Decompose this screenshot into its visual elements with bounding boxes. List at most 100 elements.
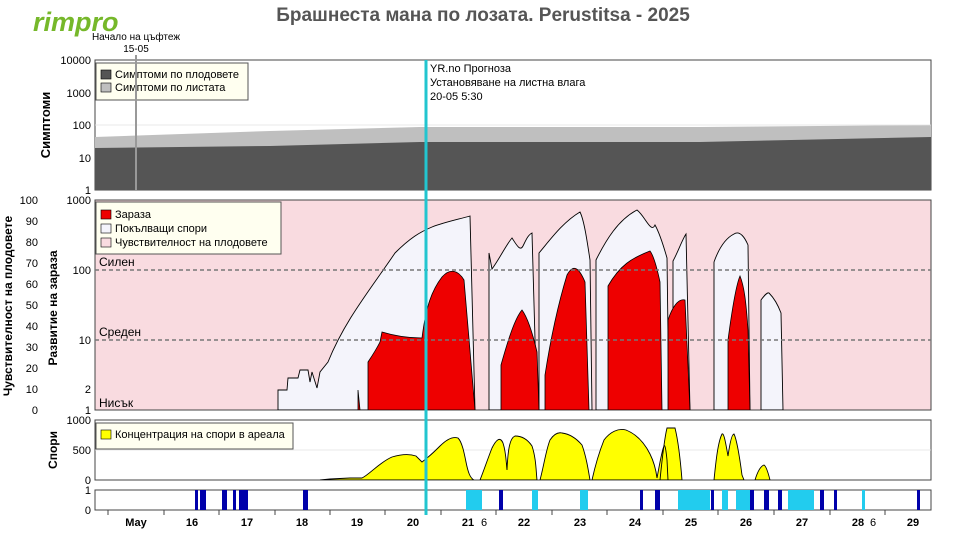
- x-tick-23: 23: [574, 517, 586, 529]
- inf-tick-2: 2: [85, 384, 91, 396]
- spores-ylabel: Спори: [46, 431, 60, 469]
- legend-swatch-spores: [100, 429, 112, 440]
- wet-bar-forecast: [788, 490, 814, 510]
- wet-bar-forecast: [678, 490, 710, 510]
- wet-tick-1: 1: [85, 485, 91, 497]
- legend-swatch-fruit-symptoms: [100, 69, 112, 80]
- inf-tick-100: 100: [73, 265, 91, 277]
- pct-tick-0: 0: [32, 405, 38, 417]
- x-tick-21: 21: [462, 517, 474, 529]
- leaf-wetness-bars: [195, 490, 920, 510]
- wet-bar: [233, 490, 236, 510]
- chart-title: Брашнеста мана по лозата. Perustitsa - 2…: [276, 5, 690, 26]
- bloom-label-line1: Начало на цъфтеж: [92, 31, 180, 43]
- legend-leaf-symptoms: Симптоми по листата: [115, 82, 226, 94]
- wet-bar: [222, 490, 227, 510]
- x-tick-17: 17: [241, 517, 253, 529]
- legend-swatch-sensitivity: [100, 237, 112, 248]
- x-tick-25: 25: [685, 517, 697, 529]
- wet-bar: [917, 490, 920, 510]
- inf-tick-1: 1: [85, 405, 91, 417]
- spore-concentration-area: [319, 427, 771, 480]
- pct-tick-60: 60: [26, 279, 38, 291]
- spores-legend: Концентрация на спори в ареала: [95, 422, 294, 450]
- x-tick-28-6h: 6: [870, 517, 876, 529]
- legend-germinating: Покълващи спори: [115, 223, 207, 235]
- legend-spores: Концентрация на спори в ареала: [115, 429, 286, 441]
- x-tick-28: 28: [852, 517, 864, 529]
- x-axis: May 16 17 18 19 20 21 6 22 23 24 25 26 2…: [125, 517, 919, 529]
- x-tick-month: May: [125, 517, 147, 529]
- spo-tick-0: 0: [85, 475, 91, 487]
- infection-area: [357, 250, 751, 410]
- bloom-label-line2: 15-05: [123, 44, 149, 55]
- sensitivity-ylabel: Чувствителност на плодовете: [1, 216, 15, 397]
- legend-swatch-leaf-symptoms: [100, 82, 112, 93]
- wet-bar-forecast: [722, 490, 728, 510]
- x-tick-29: 29: [907, 517, 919, 529]
- x-tick-27: 27: [796, 517, 808, 529]
- pct-tick-20: 20: [26, 363, 38, 375]
- sym-tick-10: 10: [79, 153, 91, 165]
- infection-log-axis: 1000 100 10 2 1: [67, 195, 91, 417]
- wet-bar: [834, 490, 837, 510]
- inf-tick-1000: 1000: [67, 195, 91, 207]
- level-low-label: Нисък: [99, 396, 134, 410]
- inf-tick-10: 10: [79, 335, 91, 347]
- legend-swatch-infection: [100, 209, 112, 220]
- level-strong-label: Силен: [99, 255, 135, 269]
- x-tick-18: 18: [296, 517, 308, 529]
- sensitivity-pct-axis: 100 90 80 70 60 50 40 30 20 10 0: [20, 195, 38, 417]
- legend-sensitivity: Чувствителност на плодовете: [115, 237, 268, 249]
- legend-infection: Зараза: [115, 209, 152, 221]
- x-tick-22: 22: [518, 517, 530, 529]
- wet-bar: [239, 490, 248, 510]
- wet-bar: [200, 490, 206, 510]
- infection-ylabel: Развитие на зараза: [46, 250, 60, 365]
- pct-tick-50: 50: [26, 300, 38, 312]
- wet-bar-forecast: [580, 490, 588, 510]
- fruit-symptoms-area: [95, 137, 931, 190]
- x-tick-21-6h: 6: [481, 517, 487, 529]
- spo-tick-1000: 1000: [67, 415, 91, 427]
- symptoms-legend: Симптоми по плодовете Симптоми по листат…: [95, 62, 249, 101]
- sym-tick-10000: 10000: [60, 55, 91, 67]
- forecast-label-line3: 20-05 5:30: [430, 91, 483, 103]
- pct-tick-40: 40: [26, 321, 38, 333]
- spores-y-axis: 1000 500 0: [67, 415, 91, 487]
- pct-tick-70: 70: [26, 258, 38, 270]
- spores-legend-box: [95, 422, 294, 450]
- pct-tick-100: 100: [20, 195, 38, 207]
- wet-bar-forecast: [736, 490, 750, 510]
- wet-bar-forecast: [532, 490, 538, 510]
- symptoms-ylabel: Симптоми: [38, 92, 53, 158]
- wet-bar: [195, 490, 198, 510]
- symptoms-y-axis: 10000 1000 100 10 1: [60, 55, 91, 197]
- wet-bar: [640, 490, 643, 510]
- wet-bar: [820, 490, 824, 510]
- sym-tick-1000: 1000: [67, 88, 91, 100]
- wet-bar-forecast: [466, 490, 482, 510]
- x-tick-16: 16: [186, 517, 198, 529]
- wet-bar-forecast: [862, 490, 865, 510]
- x-tick-24: 24: [629, 517, 642, 529]
- wet-bar: [711, 490, 714, 510]
- x-tick-20: 20: [407, 517, 419, 529]
- spo-tick-500: 500: [73, 445, 91, 457]
- wetness-y-axis: 1 0: [85, 485, 91, 517]
- wet-tick-0: 0: [85, 505, 91, 517]
- wet-bar: [303, 490, 308, 510]
- forecast-label-line1: YR.no Прогноза: [430, 63, 512, 75]
- wet-bar: [778, 490, 782, 510]
- brand-logo: rimpro: [33, 7, 119, 37]
- x-tick-26: 26: [740, 517, 752, 529]
- symptoms-legend-box: [95, 62, 249, 101]
- wet-bar: [655, 490, 660, 510]
- wet-bar: [750, 490, 754, 510]
- legend-swatch-germinating: [100, 223, 112, 234]
- forecast-label-line2: Установяване на листна влага: [430, 77, 586, 89]
- x-tick-19: 19: [351, 517, 363, 529]
- pct-tick-80: 80: [26, 237, 38, 249]
- sym-tick-1: 1: [85, 185, 91, 197]
